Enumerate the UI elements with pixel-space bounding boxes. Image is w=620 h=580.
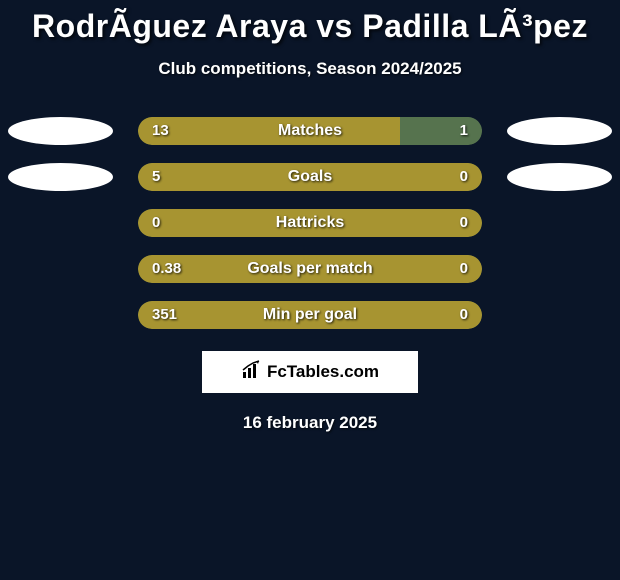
- logo-box: FcTables.com: [202, 351, 418, 393]
- stat-label: Hattricks: [276, 209, 344, 237]
- stat-label: Goals: [288, 163, 332, 191]
- stat-block: 0.38 Goals per match 0: [138, 255, 482, 283]
- stat-row: 351 Min per goal 0: [0, 301, 620, 329]
- stat-label: Goals per match: [247, 255, 372, 283]
- stat-value-left: 13: [152, 117, 169, 145]
- stat-row: 5 Goals 0: [0, 163, 620, 191]
- stat-value-left: 0: [152, 209, 160, 237]
- stat-value-left: 0.38: [152, 255, 181, 283]
- stat-value-left: 5: [152, 163, 160, 191]
- player-ellipse-right: [507, 163, 612, 191]
- stat-fill-left: [138, 117, 400, 145]
- stat-value-right: 0: [460, 255, 468, 283]
- stat-block: 0 Hattricks 0: [138, 209, 482, 237]
- stat-value-left: 351: [152, 301, 177, 329]
- stats-area: 13 Matches 1 5 Goals 0 0 Hattricks 0 0.38 Goals pe…: [0, 117, 620, 329]
- stat-label: Min per goal: [263, 301, 357, 329]
- stat-fill-right: [400, 117, 482, 145]
- player-ellipse-left: [8, 163, 113, 191]
- stat-value-right: 0: [460, 163, 468, 191]
- stat-value-right: 0: [460, 301, 468, 329]
- stat-label: Matches: [278, 117, 342, 145]
- chart-icon: [241, 360, 263, 385]
- subtitle: Club competitions, Season 2024/2025: [0, 59, 620, 79]
- page-title: RodrÃ­guez Araya vs Padilla LÃ³pez: [0, 8, 620, 45]
- stat-row: 0 Hattricks 0: [0, 209, 620, 237]
- stat-block: 13 Matches 1: [138, 117, 482, 145]
- date-text: 16 february 2025: [0, 413, 620, 433]
- stat-row: 0.38 Goals per match 0: [0, 255, 620, 283]
- stat-block: 5 Goals 0: [138, 163, 482, 191]
- stat-row: 13 Matches 1: [0, 117, 620, 145]
- logo-text: FcTables.com: [267, 362, 379, 382]
- stat-value-right: 1: [460, 117, 468, 145]
- stat-block: 351 Min per goal 0: [138, 301, 482, 329]
- player-ellipse-left: [8, 117, 113, 145]
- infographic-container: RodrÃ­guez Araya vs Padilla LÃ³pez Club …: [0, 0, 620, 433]
- stat-value-right: 0: [460, 209, 468, 237]
- player-ellipse-right: [507, 117, 612, 145]
